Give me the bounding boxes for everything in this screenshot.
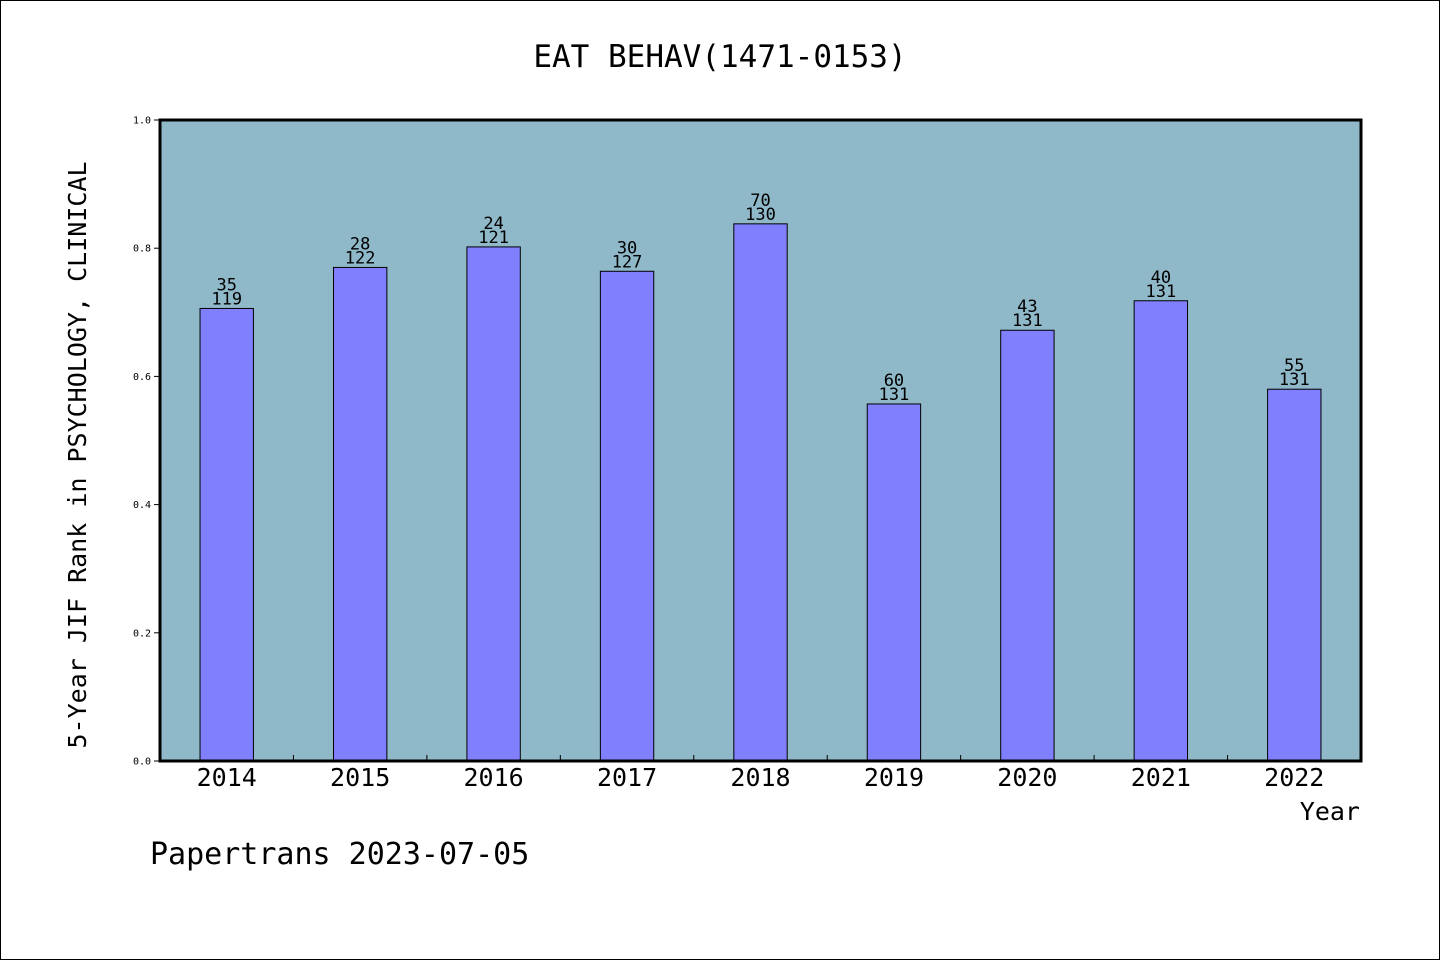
bar-2020 (1000, 329, 1055, 762)
bar-rank-label: 70 (750, 191, 770, 211)
y-tick-label: 0.8 (133, 244, 151, 255)
x-axis-label: Year (1300, 797, 1360, 826)
bar-rank-label: 60 (884, 371, 904, 391)
bar-total-label: 122 (345, 248, 376, 268)
x-tick-label: 2015 (330, 763, 390, 792)
plot-border (158, 118, 1363, 763)
bar-2019 (866, 403, 922, 762)
y-tick-label: 0.2 (133, 628, 151, 639)
bar-rank-label: 30 (617, 238, 637, 258)
bar-total-label: 127 (612, 252, 643, 272)
x-tick-label: 2016 (464, 763, 524, 792)
bar-rank-label: 43 (1017, 297, 1037, 317)
bar-total-label: 121 (478, 228, 509, 248)
bar-total-label: 131 (1012, 311, 1043, 331)
bar-2016 (466, 246, 521, 762)
bar-rank-label: 28 (350, 234, 370, 254)
chart-title: EAT BEHAV(1471-0153) (533, 39, 906, 75)
x-tick-label: 2017 (597, 763, 657, 792)
bar-labels-group: 3511928122241213012770130601314313140131… (211, 191, 1309, 405)
x-axis: 2014 2015 2016 2017 2018 2019 2020 2021 2022 (197, 755, 1324, 792)
x-tick-label: 2019 (864, 763, 924, 792)
bar-rank-label: 55 (1284, 356, 1304, 376)
x-tick-label: 2020 (997, 763, 1057, 792)
y-tick-label: 0.0 (133, 757, 151, 768)
y-tick-label: 0.6 (133, 372, 151, 383)
bar-total-label: 119 (211, 289, 242, 309)
y-tick-label: 0.4 (133, 500, 151, 511)
bar-2018 (733, 223, 788, 762)
x-tick-label: 2014 (197, 763, 257, 792)
bar-2022 (1267, 388, 1322, 762)
bar-2021 (1133, 300, 1189, 762)
y-axis: 0.0 0.2 0.4 0.6 0.8 1.0 (133, 116, 160, 768)
bar-total-label: 131 (1145, 282, 1176, 302)
bar-2015 (332, 266, 388, 762)
y-tick-label: 1.0 (133, 116, 151, 127)
y-axis-label: 5-Year JIF Rank in PSYCHOLOGY, CLINICAL (63, 162, 92, 749)
bars-group (199, 223, 1322, 762)
bar-rank-label: 35 (216, 275, 236, 295)
bar-rank-label: 24 (483, 214, 503, 234)
bar-rank-label: 40 (1151, 268, 1171, 288)
x-tick-label: 2018 (730, 763, 790, 792)
bar-2014 (199, 307, 254, 762)
x-tick-label: 2022 (1264, 763, 1324, 792)
bar-total-label: 131 (1279, 370, 1310, 390)
bar-total-label: 131 (879, 385, 910, 405)
bar-2017 (599, 270, 655, 762)
x-tick-label: 2021 (1131, 763, 1191, 792)
footer-credit: Papertrans 2023-07-05 (150, 837, 529, 872)
bar-total-label: 130 (745, 205, 776, 225)
